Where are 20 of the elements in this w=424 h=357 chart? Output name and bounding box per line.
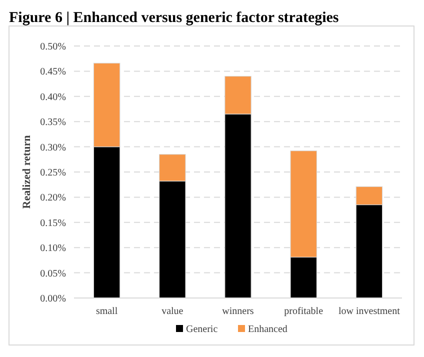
y-tick-label: 0.25% (40, 168, 66, 178)
y-tick-label: 0.45% (40, 66, 66, 78)
y-tick-label: 0.15% (40, 218, 66, 229)
x-tick-label: profitable (284, 306, 324, 317)
y-tick-label: 0.35% (40, 117, 66, 128)
y-tick-label: 0.05% (40, 268, 66, 280)
y-tick-label: 0.00% (40, 294, 66, 304)
chart-title: Figure 6 | Enhanced versus generic factor strategies (9, 10, 339, 26)
y-tick-label: 0.50% (40, 42, 66, 52)
y-tick-label: 0.20% (40, 192, 66, 204)
x-tick-label: low investment (338, 306, 400, 317)
y-tick-label: 0.30% (40, 142, 66, 154)
legend-label: Generic (186, 324, 218, 335)
legend-label: Enhanced (248, 324, 288, 335)
x-tick-label: winners (222, 306, 254, 317)
x-tick-label: value (162, 306, 184, 317)
y-tick-label: 0.40% (40, 92, 66, 103)
x-tick-label: small (96, 306, 118, 317)
y-axis-title: Realized return (21, 135, 33, 209)
y-tick-label: 0.10% (40, 243, 66, 254)
